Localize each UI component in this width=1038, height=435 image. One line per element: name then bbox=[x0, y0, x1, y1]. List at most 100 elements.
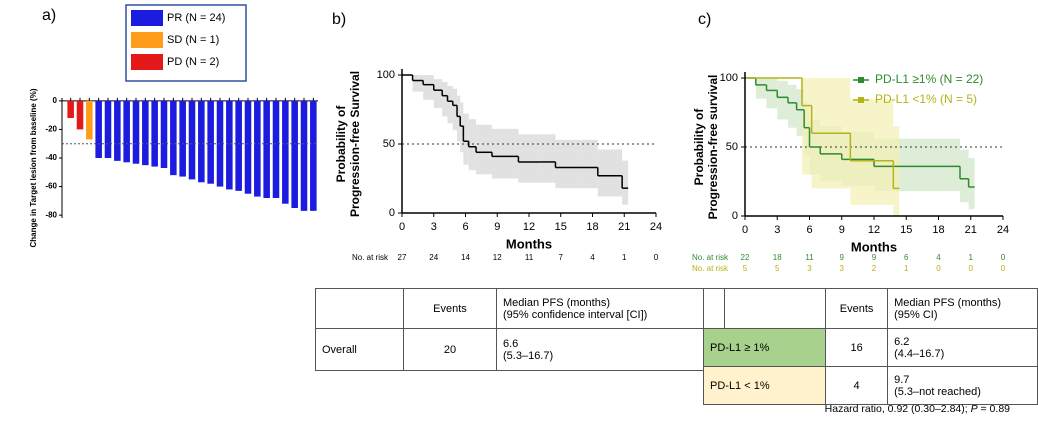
legend-label: SD (N = 1) bbox=[167, 34, 219, 46]
risk-label: No. at risk bbox=[692, 264, 729, 273]
bar bbox=[104, 100, 112, 158]
header-cell bbox=[315, 288, 404, 329]
y-tick-label: 100 bbox=[720, 72, 738, 84]
y-tick-label: 0 bbox=[732, 210, 738, 222]
cell-line: 6.2 bbox=[894, 335, 910, 348]
cell-line: (5.3–16.7) bbox=[503, 349, 554, 362]
x-tick-label: 21 bbox=[965, 224, 977, 236]
ci-band bbox=[447, 86, 453, 124]
x-axis-label: Months bbox=[851, 239, 897, 254]
cell-line: Median PFS (months) bbox=[503, 296, 610, 309]
data-cell: 9.7 (5.3–not reached) bbox=[887, 366, 1038, 405]
y-tick-label: 50 bbox=[726, 141, 738, 153]
x-tick-label: 24 bbox=[997, 224, 1009, 236]
ci-band bbox=[788, 84, 797, 128]
data-row: Overall 20 6.6 (5.3–16.7) bbox=[315, 328, 725, 371]
y-tick-label: -20 bbox=[45, 125, 57, 134]
legend-marker bbox=[858, 97, 864, 103]
risk-count: 7 bbox=[559, 253, 564, 262]
risk-count: 1 bbox=[904, 264, 909, 273]
cell-line: (5.3–not reached) bbox=[894, 385, 981, 398]
results-table: Events Median PFS (months) (95% confidence… bbox=[315, 288, 725, 371]
risk-count: 22 bbox=[741, 253, 750, 262]
bar bbox=[86, 100, 93, 140]
y-tick-label: -40 bbox=[45, 153, 57, 162]
legend-swatch bbox=[131, 54, 163, 70]
x-tick-label: 6 bbox=[462, 221, 468, 233]
x-axis-label: Months bbox=[506, 236, 552, 251]
ci-band bbox=[476, 124, 492, 175]
data-cell: Overall bbox=[315, 328, 404, 371]
data-cell: PD-L1 ≥ 1% bbox=[702, 328, 827, 367]
panel-label: a) bbox=[42, 7, 56, 24]
data-cell: 20 bbox=[403, 328, 497, 371]
data-cell: 6.6 (5.3–16.7) bbox=[496, 328, 725, 371]
bar bbox=[114, 100, 121, 161]
risk-count: 9 bbox=[840, 253, 845, 262]
footnote-text: Hazard ratio, 0.92 (0.30–2.84); bbox=[824, 403, 971, 415]
bar bbox=[300, 100, 308, 211]
y-axis-label: Progression-free Survival bbox=[348, 71, 362, 217]
x-tick-label: 15 bbox=[555, 221, 567, 233]
footnote: Hazard ratio, 0.92 (0.30–2.84); P = 0.89 bbox=[825, 403, 1010, 415]
x-tick-label: 0 bbox=[399, 221, 405, 233]
legend-label: PD-L1 <1% (N = 5) bbox=[875, 92, 977, 106]
legend-swatch bbox=[131, 10, 163, 26]
bar bbox=[282, 100, 289, 204]
risk-count: 9 bbox=[872, 253, 877, 262]
bar bbox=[244, 100, 252, 194]
cell-line: 9.7 bbox=[894, 373, 910, 386]
risk-count: 14 bbox=[461, 253, 470, 262]
ci-band bbox=[968, 158, 975, 210]
risk-count: 4 bbox=[590, 253, 595, 262]
x-tick-label: 3 bbox=[774, 224, 780, 236]
cell-line: (95% CI) bbox=[894, 308, 938, 321]
ci-band bbox=[622, 160, 629, 205]
ci-band bbox=[468, 119, 477, 171]
header-cell: Events bbox=[403, 288, 497, 329]
bar bbox=[291, 100, 298, 208]
risk-count: 0 bbox=[654, 253, 659, 262]
risk-count: 6 bbox=[904, 253, 909, 262]
ci-band bbox=[412, 75, 424, 92]
bar bbox=[160, 100, 168, 168]
panel-label: c) bbox=[698, 11, 711, 28]
y-tick-label: 100 bbox=[377, 69, 395, 81]
risk-count: 1 bbox=[622, 253, 627, 262]
risk-count: 5 bbox=[775, 264, 780, 273]
x-tick-label: 15 bbox=[900, 224, 912, 236]
data-row: PD-L1 ≥ 1% 16 6.2 (4.4–16.7) bbox=[702, 328, 1038, 367]
risk-count: 3 bbox=[807, 264, 812, 273]
legend-box bbox=[125, 4, 247, 82]
risk-count: 27 bbox=[398, 253, 407, 262]
cell-line: 6.6 bbox=[503, 337, 519, 350]
legend-swatch bbox=[131, 32, 163, 48]
x-tick-label: 3 bbox=[431, 221, 437, 233]
cell-line: (4.4–16.7) bbox=[894, 347, 945, 360]
ci-band bbox=[463, 113, 469, 165]
bar bbox=[235, 100, 242, 191]
bar bbox=[179, 100, 186, 177]
risk-count: 12 bbox=[493, 253, 502, 262]
data-cell: PD-L1 < 1% bbox=[702, 366, 827, 405]
header-cell: Median PFS (months) (95% CI) bbox=[887, 288, 1038, 329]
risk-count: 5 bbox=[743, 264, 748, 273]
ci-band bbox=[491, 128, 519, 179]
risk-count: 11 bbox=[525, 253, 534, 262]
bar bbox=[123, 100, 130, 163]
ci-band bbox=[755, 78, 767, 99]
ci-band bbox=[460, 102, 464, 153]
risk-count: 3 bbox=[840, 264, 845, 273]
ci-band bbox=[457, 95, 461, 142]
cell-line: (95% confidence interval [CI]) bbox=[503, 308, 648, 321]
ci-band bbox=[960, 149, 969, 203]
ci-band bbox=[766, 78, 778, 109]
bar bbox=[226, 100, 233, 190]
x-tick-label: 12 bbox=[868, 224, 880, 236]
data-row: PD-L1 < 1% 4 9.7 (5.3–not reached) bbox=[702, 366, 1038, 405]
risk-count: 2 bbox=[872, 264, 877, 273]
ci-band bbox=[581, 139, 598, 189]
risk-count: 0 bbox=[1001, 264, 1006, 273]
ci-band bbox=[777, 80, 788, 120]
